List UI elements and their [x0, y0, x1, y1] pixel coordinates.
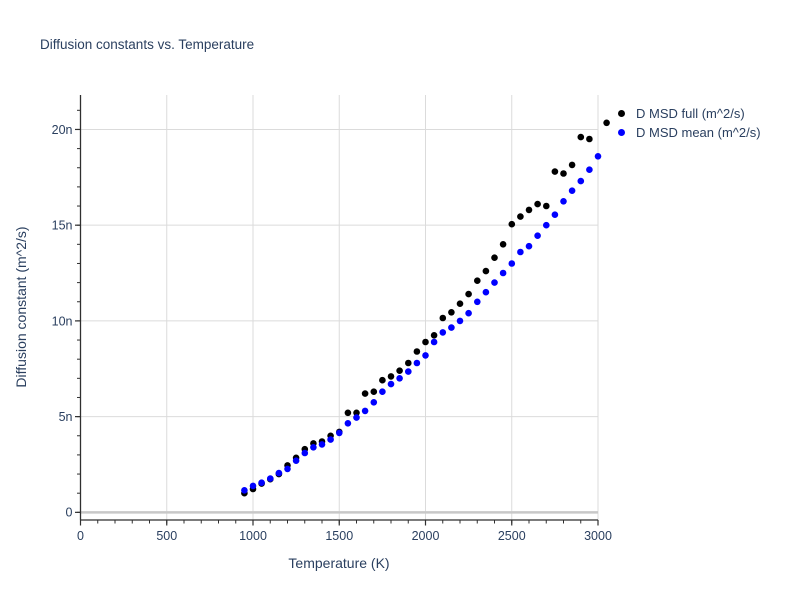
- data-point-mean: [370, 399, 378, 406]
- data-point-mean: [594, 153, 602, 160]
- data-point-mean: [534, 232, 541, 239]
- data-point-full: [396, 367, 403, 375]
- data-point-full: [491, 254, 498, 261]
- legend: D MSD full (m^2/s) D MSD mean (m^2/s): [618, 104, 761, 142]
- plot-area[interactable]: [81, 95, 599, 520]
- data-point-full: [439, 314, 447, 322]
- data-point-full: [560, 170, 567, 177]
- data-point-mean: [292, 457, 300, 465]
- x-tick-label: 500: [156, 529, 177, 543]
- data-point-mean: [310, 444, 317, 451]
- x-axis-title: Temperature (K): [288, 555, 390, 571]
- legend-marker-full-icon: [618, 110, 625, 117]
- data-point-mean: [336, 429, 343, 437]
- data-point-full: [370, 388, 378, 396]
- data-point-mean: [474, 298, 481, 306]
- data-point-full: [465, 290, 472, 298]
- data-point-mean: [456, 317, 464, 325]
- x-tick-label: 2000: [412, 529, 440, 543]
- data-point-mean: [439, 329, 447, 336]
- data-point-mean: [499, 269, 507, 277]
- data-point-full: [387, 373, 395, 380]
- y-axis-title: Diffusion constant (m^2/s): [13, 226, 29, 388]
- data-point-full: [344, 409, 352, 417]
- data-point-mean: [448, 324, 455, 331]
- data-point-mean: [422, 352, 429, 359]
- data-point-mean: [551, 211, 559, 218]
- data-point-mean: [275, 469, 283, 477]
- data-point-mean: [361, 407, 369, 415]
- data-point-mean: [586, 166, 593, 173]
- data-point-full: [456, 300, 464, 308]
- data-point-full: [543, 202, 550, 210]
- data-point-mean: [258, 479, 265, 487]
- data-point-mean: [267, 475, 274, 482]
- data-point-mean: [249, 482, 257, 490]
- x-tick-label: 0: [77, 529, 84, 543]
- data-point-mean: [353, 414, 360, 421]
- data-point-full: [430, 332, 438, 339]
- data-point-full: [379, 376, 386, 384]
- data-point-full: [586, 135, 593, 143]
- data-point-mean: [396, 375, 403, 382]
- data-point-mean: [525, 242, 533, 250]
- data-point-mean: [413, 359, 421, 367]
- data-point-mean: [241, 487, 248, 494]
- data-point-full: [474, 277, 481, 285]
- y-tick-label: 0: [66, 506, 73, 520]
- data-point-mean: [387, 380, 395, 388]
- data-point-full: [508, 220, 516, 228]
- data-point-mean: [482, 288, 490, 296]
- data-point-mean: [430, 338, 438, 346]
- data-point-full: [577, 133, 585, 141]
- chart-title: Diffusion constants vs. Temperature: [40, 37, 255, 52]
- legend-marker-mean-icon: [618, 129, 625, 136]
- data-point-mean: [405, 368, 412, 375]
- data-point-full: [568, 161, 576, 169]
- data-point-full: [422, 338, 429, 346]
- x-tick-label: 2500: [498, 529, 526, 543]
- x-tick-label: 1000: [239, 529, 267, 543]
- data-point-full: [353, 409, 360, 417]
- data-point-mean: [517, 248, 524, 256]
- data-point-full: [525, 206, 533, 214]
- x-tick-label: 1500: [325, 529, 353, 543]
- x-tick-label: 3000: [584, 529, 612, 543]
- data-point-mean: [284, 465, 291, 473]
- legend-item-d-msd-full[interactable]: D MSD full (m^2/s): [618, 104, 761, 123]
- data-point-mean: [327, 436, 334, 443]
- data-point-full: [482, 267, 490, 275]
- data-point-mean: [568, 187, 576, 194]
- y-tick-label: 20n: [52, 123, 73, 137]
- legend-item-d-msd-mean[interactable]: D MSD mean (m^2/s): [618, 123, 761, 142]
- data-point-mean: [344, 420, 352, 427]
- data-point-full: [405, 359, 412, 367]
- data-point-full: [361, 390, 369, 397]
- y-tick-label: 15n: [52, 219, 73, 233]
- data-point-mean: [379, 388, 386, 396]
- data-point-mean: [560, 198, 567, 205]
- data-point-full: [499, 241, 507, 248]
- data-point-full: [534, 200, 541, 208]
- data-point-full: [413, 348, 421, 355]
- y-tick-label: 5n: [59, 410, 73, 424]
- data-point-full: [551, 168, 559, 175]
- data-point-mean: [577, 177, 585, 185]
- legend-label-full: D MSD full (m^2/s): [636, 106, 745, 121]
- data-point-mean: [491, 279, 498, 286]
- y-tick-label: 10n: [52, 314, 73, 328]
- data-point-mean: [508, 260, 516, 267]
- legend-label-mean: D MSD mean (m^2/s): [636, 125, 761, 140]
- data-point-mean: [318, 441, 326, 448]
- data-point-mean: [465, 309, 472, 317]
- data-point-full: [517, 213, 524, 220]
- data-point-full: [603, 119, 610, 127]
- data-point-full: [448, 309, 455, 316]
- data-point-mean: [301, 449, 309, 457]
- data-point-mean: [543, 221, 550, 229]
